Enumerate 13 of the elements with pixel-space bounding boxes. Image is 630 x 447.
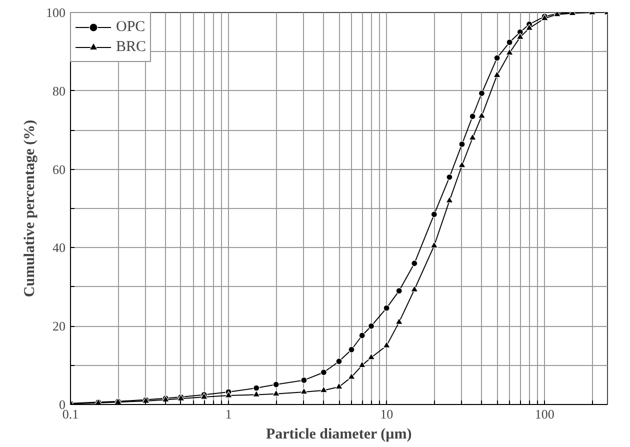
y-tick-label: 100: [46, 5, 66, 20]
x-tick-label: 100: [534, 406, 554, 422]
y-tick-label: 60: [52, 162, 66, 177]
legend-label: OPC: [116, 18, 146, 36]
x-axis-title: Particle diameter (µm): [266, 426, 412, 442]
x-tick-label: 1: [225, 406, 232, 422]
x-tick-label: 10: [380, 406, 394, 422]
y-tick-label: 40: [52, 240, 66, 256]
legend-label: BRC: [116, 38, 146, 56]
y-tick-label: 20: [52, 318, 66, 334]
y-tick-label: 80: [52, 83, 66, 98]
y-tick-label: 0: [59, 397, 66, 412]
y-axis-title: Cumulative percentage (%): [22, 120, 38, 298]
